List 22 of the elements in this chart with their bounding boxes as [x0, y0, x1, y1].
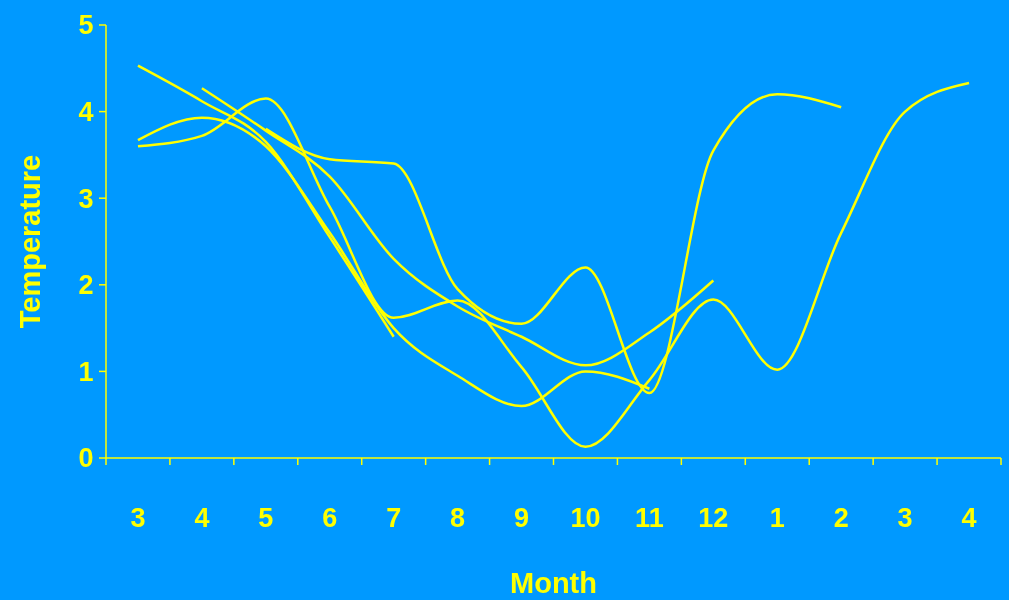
x-tick-label: 6: [322, 503, 338, 533]
x-tick-label: 4: [194, 503, 210, 533]
y-tick-label: 3: [78, 183, 94, 214]
y-tick-label: 0: [78, 443, 94, 474]
y-axis-title: Temperature: [14, 154, 46, 329]
x-tick-label: 1: [769, 503, 785, 533]
x-tick-label: 11: [635, 503, 664, 533]
x-tick-label: 3: [897, 503, 913, 533]
x-tick-label: 10: [570, 503, 601, 533]
x-tick-label: 12: [698, 503, 729, 533]
y-tick-label: 1: [78, 356, 94, 387]
y-tick-label: 4: [78, 97, 94, 128]
x-axis-title: Month: [510, 567, 597, 599]
x-tick-label: 2: [833, 503, 849, 533]
y-tick-label: 2: [78, 270, 94, 301]
x-tick-label: 5: [258, 503, 274, 533]
x-tick-label: 4: [961, 503, 977, 533]
x-tick-label: 8: [450, 503, 466, 533]
x-tick-label: 7: [386, 503, 402, 533]
x-tick-label: 3: [130, 503, 146, 533]
y-tick-label: 5: [78, 10, 94, 41]
x-tick-label: 9: [514, 503, 530, 533]
